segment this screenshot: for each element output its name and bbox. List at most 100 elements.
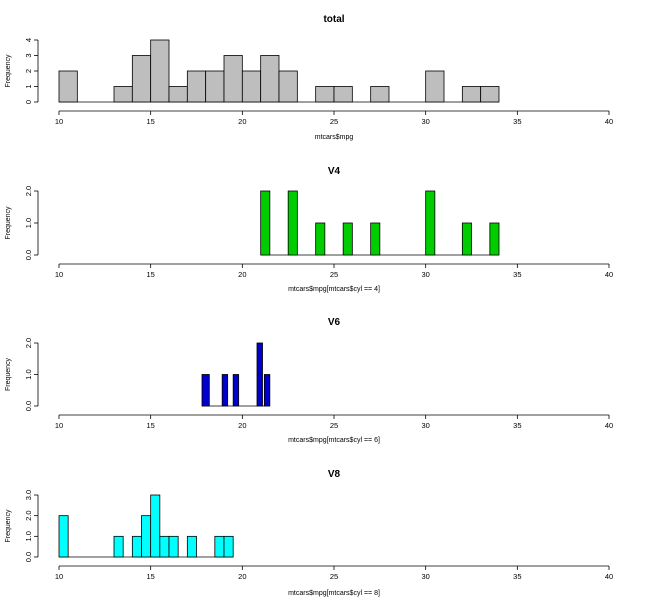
x-axis-title: mtcars$mpg[mtcars$cyl == 6] <box>288 437 380 444</box>
histogram-bar <box>232 374 240 407</box>
y-axis-title: Frequency <box>5 357 12 391</box>
histogram-bar <box>201 374 210 407</box>
y-tick-label: 0.0 <box>24 250 33 260</box>
x-tick-label: 35 <box>513 421 521 430</box>
histogram-bar <box>141 515 152 558</box>
panel-title: total <box>323 14 344 25</box>
x-tick-label: 30 <box>421 117 429 126</box>
x-tick-label: 25 <box>330 270 338 279</box>
histogram-bar <box>256 342 263 407</box>
histogram-bar <box>263 374 271 407</box>
y-tick-label: 1.0 <box>24 531 33 541</box>
histogram-bar <box>315 86 335 103</box>
histogram-bar <box>131 55 152 103</box>
y-tick-label: 1 <box>24 84 33 88</box>
y-tick-label: 4 <box>24 38 33 42</box>
panel-title: V6 <box>328 317 341 328</box>
histogram-bar <box>278 70 298 103</box>
histogram-bar <box>370 222 381 256</box>
histogram-bar <box>205 70 225 103</box>
y-tick-label: 2.0 <box>24 338 33 348</box>
histogram-bar <box>370 86 390 103</box>
histogram-bar <box>186 535 197 558</box>
histogram-bar <box>425 190 436 256</box>
histogram-bar <box>315 222 326 256</box>
histogram-bar <box>221 374 229 407</box>
x-tick-label: 10 <box>55 270 63 279</box>
y-tick-label: 3 <box>24 53 33 57</box>
y-tick-label: 3.0 <box>24 490 33 500</box>
x-tick-label: 35 <box>513 117 521 126</box>
y-tick-label: 2 <box>24 69 33 73</box>
y-tick-label: 2.0 <box>24 510 33 520</box>
panel-2: V4 10 15 20 25 30 35 40 mtcars$mpg[mtcars$cyl ==… <box>5 166 613 293</box>
histogram-bar <box>186 70 207 103</box>
x-tick-label: 10 <box>55 421 63 430</box>
x-tick-label: 30 <box>421 421 429 430</box>
histogram-bar <box>333 86 353 103</box>
histogram-bar <box>241 70 262 103</box>
x-tick-label: 40 <box>605 270 613 279</box>
histogram-bar <box>461 222 472 256</box>
histogram-bar <box>150 494 161 558</box>
panel-1: total 10 15 20 25 30 35 40 mtcars$mpg 0 1 2 3 4 Freque… <box>5 14 613 141</box>
histogram-bar <box>131 535 142 558</box>
histogram-bar <box>214 535 225 558</box>
y-tick-label: 0.0 <box>24 401 33 411</box>
histogram-bar <box>287 190 298 256</box>
y-tick-label: 1.0 <box>24 218 33 228</box>
histogram-bar <box>461 86 482 103</box>
x-tick-label: 20 <box>238 421 246 430</box>
panel-title: V4 <box>328 166 341 177</box>
x-tick-label: 25 <box>330 572 338 581</box>
x-tick-label: 30 <box>421 572 429 581</box>
histogram-bar <box>168 86 188 103</box>
x-tick-label: 35 <box>513 572 521 581</box>
histogram-bar <box>159 535 170 558</box>
x-tick-label: 15 <box>146 270 154 279</box>
x-tick-label: 15 <box>146 421 154 430</box>
x-tick-label: 30 <box>421 270 429 279</box>
panel-4: V8 10 15 20 25 30 35 40 mtcars$mpg[mtcars$cyl ==… <box>5 469 613 597</box>
x-tick-label: 15 <box>146 117 154 126</box>
x-tick-label: 40 <box>605 572 613 581</box>
y-tick-label: 0 <box>24 100 33 104</box>
x-tick-label: 20 <box>238 270 246 279</box>
x-axis-title: mtcars$mpg[mtcars$cyl == 4] <box>288 286 380 293</box>
y-tick-label: 2.0 <box>24 186 33 196</box>
histogram-bar <box>260 190 271 256</box>
x-tick-label: 25 <box>330 421 338 430</box>
y-axis-title: Frequency <box>5 206 12 240</box>
histogram-bar <box>489 222 500 256</box>
x-tick-label: 10 <box>55 572 63 581</box>
x-tick-label: 40 <box>605 117 613 126</box>
histogram-bar <box>480 86 500 103</box>
histogram-bar <box>425 70 445 103</box>
histogram-bar <box>58 515 69 558</box>
x-axis-title: mtcars$mpg[mtcars$cyl == 8] <box>288 590 380 597</box>
x-tick-label: 40 <box>605 421 613 430</box>
y-axis-title: Frequency <box>5 509 12 543</box>
histogram-bar <box>260 55 280 103</box>
x-axis-title: mtcars$mpg <box>315 134 354 141</box>
y-tick-label: 1.0 <box>24 369 33 379</box>
histogram-bar <box>58 70 78 103</box>
histogram-bar <box>223 55 243 103</box>
y-tick-label: 0.0 <box>24 552 33 562</box>
x-tick-label: 10 <box>55 117 63 126</box>
panel-3: V6 10 15 20 25 30 35 40 mtcars$mpg[mtcars$cyl ==… <box>5 317 613 444</box>
y-axis-title: Frequency <box>5 54 12 88</box>
histogram-bar <box>223 535 234 558</box>
histogram-bar <box>113 535 124 558</box>
histogram-bar <box>150 39 170 103</box>
x-tick-label: 25 <box>330 117 338 126</box>
x-tick-label: 15 <box>146 572 154 581</box>
x-tick-label: 20 <box>238 572 246 581</box>
histogram-bar <box>168 535 179 558</box>
panel-title: V8 <box>328 469 341 480</box>
x-tick-label: 35 <box>513 270 521 279</box>
histogram-bar <box>342 222 353 256</box>
histogram-bar <box>113 86 133 103</box>
x-tick-label: 20 <box>238 117 246 126</box>
